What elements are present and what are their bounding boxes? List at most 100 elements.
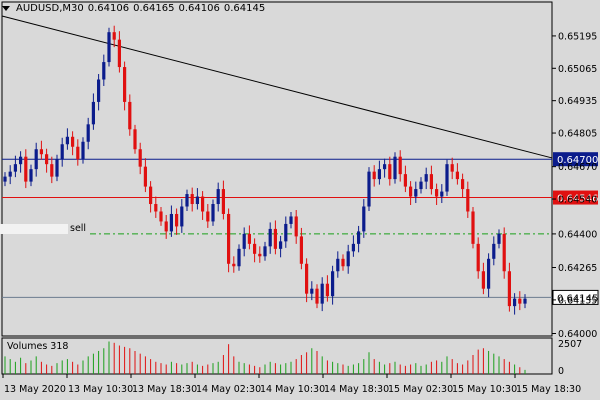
candle-body [39, 149, 43, 155]
candle-body [435, 189, 439, 197]
candle-body [190, 194, 194, 205]
candle-body [268, 228, 272, 247]
candle-body [299, 236, 303, 264]
candle-body [24, 156, 28, 182]
candle-body [8, 171, 12, 177]
high-value: 0.64165 [133, 3, 175, 14]
candle-body [445, 164, 449, 192]
candle-body [481, 271, 485, 289]
close-value: 0.64145 [223, 3, 266, 14]
candle-body [195, 196, 199, 205]
candle-body [175, 213, 179, 227]
candle-body [377, 169, 381, 180]
order-label[interactable]: sell [0, 223, 86, 234]
candle-body [518, 298, 522, 304]
candle-body [403, 174, 407, 187]
candle-body [149, 186, 153, 205]
price-axis: 0.65195 0.65065 0.64935 0.64805 0.64670 0.645… [552, 31, 597, 340]
candle-body [383, 164, 387, 170]
candle-body [154, 204, 158, 212]
candle-body [351, 243, 355, 252]
candle-body [29, 169, 33, 182]
time-tick-label: 13 May 10:30 [68, 384, 133, 395]
candle-body [341, 258, 345, 267]
price-tick-label: 0.64540 [558, 195, 597, 206]
candle-body [331, 271, 335, 297]
candle-body [325, 283, 329, 297]
chart-menu-arrow-icon[interactable] [2, 6, 10, 11]
low-value: 0.64106 [178, 3, 220, 14]
candle-body [476, 243, 480, 272]
candle-body [466, 189, 470, 212]
volume-max-label: 2507 [558, 339, 582, 350]
candle-body [50, 164, 54, 177]
price-tick-label: 0.64805 [558, 129, 597, 140]
candle-body [393, 156, 397, 180]
candle-body [279, 241, 283, 249]
candle-body [414, 189, 418, 197]
candle-body [206, 211, 210, 222]
candle-body [55, 159, 59, 177]
candle-body [273, 228, 277, 249]
price-tick-label: 0.65065 [558, 64, 597, 75]
candle-body [3, 176, 7, 182]
order-type-label: sell [70, 223, 87, 234]
candle-body [523, 298, 527, 304]
candle-body [346, 251, 350, 267]
candle-body [216, 189, 220, 205]
level-tag-text-1: 0.64546 [557, 194, 598, 205]
symbol-label: AUDUSD,M30 [16, 3, 84, 14]
candle-body [502, 233, 506, 272]
candle-body [86, 124, 90, 142]
price-tick-label: 0.64135 [558, 295, 597, 306]
candle-body [450, 164, 454, 172]
candle-body [45, 154, 49, 165]
candle-body [507, 271, 511, 307]
candle-body [492, 243, 496, 259]
candle-body [76, 146, 80, 160]
candle-body [201, 196, 205, 212]
candle-body [97, 79, 101, 102]
volume-bars-layer [4, 341, 526, 374]
level-tag-1 [553, 190, 598, 205]
candles-layer [3, 25, 527, 315]
level-lines-layer: 0.64700 0.64546 0.64145 [2, 152, 599, 305]
candle-body [398, 156, 402, 175]
candle-body [81, 141, 85, 160]
candle-body [315, 288, 319, 304]
time-tick-label: 13 May 2020 [4, 384, 66, 395]
volume-panel-border [1, 337, 553, 375]
level-tag-2 [552, 289, 599, 305]
candle-body [133, 129, 137, 150]
candle-body [497, 233, 501, 244]
candle-body [258, 253, 262, 257]
volume-min-label: 0 [558, 366, 564, 377]
candle-body [107, 32, 111, 63]
candle-body [362, 206, 366, 232]
candle-body [71, 136, 75, 147]
price-tick-label: 0.64265 [558, 263, 597, 274]
candle-body [112, 32, 116, 40]
candle-body [320, 283, 324, 304]
candle-body [455, 171, 459, 180]
open-value: 0.64106 [87, 3, 130, 14]
time-tick-label: 15 May 10:30 [452, 384, 517, 395]
time-tick-label: 14 May 02:30 [196, 384, 261, 395]
candle-body [310, 288, 314, 294]
candle-body [138, 149, 142, 167]
candle-body [372, 171, 376, 180]
time-tick-label: 15 May 02:30 [388, 384, 453, 395]
candle-body [242, 233, 246, 249]
candle-body [169, 213, 173, 232]
price-tick-label: 0.64670 [558, 162, 597, 173]
level-tag-text-2: 0.64145 [557, 293, 598, 304]
time-tick-label: 13 May 18:30 [132, 384, 197, 395]
time-tick-label: 14 May 10:30 [260, 384, 325, 395]
candle-body [419, 181, 423, 190]
candle-body [424, 174, 428, 182]
candle-body [117, 39, 121, 68]
price-tick-label: 0.65195 [558, 31, 597, 42]
candle-body [263, 246, 267, 257]
